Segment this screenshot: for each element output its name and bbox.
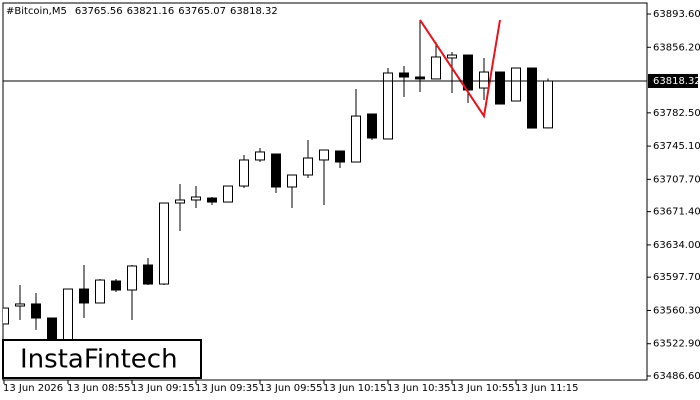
candle-body — [399, 72, 409, 78]
candle-body — [15, 303, 25, 307]
price-label-box — [648, 73, 698, 88]
symbol: #Bitcoin,M5 — [6, 6, 67, 17]
y-tick-label: 63707.70 — [653, 174, 700, 185]
header: #Bitcoin,M5 63765.56 63821.16 63765.07 63818… — [6, 6, 278, 17]
y-tick-label: 63782.50 — [653, 108, 700, 119]
logo-box — [2, 339, 202, 379]
candle-body — [63, 288, 73, 346]
candle-body — [383, 72, 393, 140]
logo: InstaFintech — [20, 345, 178, 375]
y-tick-label: 63486.60 — [653, 371, 700, 382]
x-tick-label: 13 Jun 11:15 — [515, 383, 579, 394]
x-tick-label: 13 Jun 10:35 — [387, 383, 451, 394]
x-tick-label: 13 Jun 09:35 — [195, 383, 259, 394]
candle-body — [479, 71, 489, 89]
candle-body — [543, 80, 553, 129]
x-tick-label: 13 Jun 10:15 — [323, 383, 387, 394]
y-tick-label: 63634.00 — [653, 240, 700, 251]
price-label: 63818.32 — [653, 76, 700, 87]
plot-area — [2, 2, 648, 381]
candle-body — [447, 54, 457, 59]
candle-body — [207, 197, 217, 203]
y-tick-label: 63671.40 — [653, 207, 700, 218]
candle-body — [495, 71, 505, 105]
candle-body — [415, 76, 425, 80]
candle-body — [143, 264, 153, 285]
candle-body — [303, 157, 313, 176]
y-tick-label: 63745.10 — [653, 141, 700, 152]
candle-body — [175, 199, 185, 204]
y-tick-label: 63856.20 — [653, 42, 700, 53]
x-tick-label: 13 Jun 09:15 — [131, 383, 195, 394]
header-open: 63765.56 — [75, 6, 123, 17]
candle-body — [95, 279, 105, 304]
candle-body — [159, 202, 169, 285]
header-high: 63821.16 — [127, 6, 175, 17]
candle-body — [79, 288, 89, 304]
candle-body — [367, 113, 377, 139]
candle-body — [463, 54, 473, 91]
candle-body — [431, 56, 441, 80]
x-tick-label: 13 Jun 08:55 — [67, 383, 131, 394]
header-close: 63818.32 — [230, 6, 278, 17]
candle-body — [271, 153, 281, 188]
candle-body — [511, 67, 521, 102]
candle-body — [335, 150, 345, 163]
candle-body — [127, 265, 137, 291]
y-tick-label: 63893.60 — [653, 9, 700, 20]
x-tick-label: 13 Jun 09:55 — [259, 383, 323, 394]
candle-body — [351, 115, 361, 163]
candle-body — [3, 307, 9, 325]
y-tick-label: 63522.90 — [653, 339, 700, 350]
candle-body — [239, 159, 249, 187]
plot — [3, 19, 553, 346]
candle-body — [191, 196, 201, 201]
header-low: 63765.07 — [178, 6, 226, 17]
candle-body — [111, 280, 121, 291]
pattern-line — [419, 19, 501, 119]
candle-body — [319, 149, 329, 161]
y-tick-label: 63560.30 — [653, 305, 700, 316]
candle-body — [527, 67, 537, 129]
x-tick-label: 13 Jun 2026 — [3, 383, 63, 394]
y-tick-label: 63597.70 — [653, 272, 700, 283]
x-tick-label: 13 Jun 10:55 — [451, 383, 515, 394]
candle-body — [287, 174, 297, 188]
candle-body — [223, 185, 233, 203]
candle-body — [255, 151, 265, 161]
candle-body — [31, 303, 41, 319]
